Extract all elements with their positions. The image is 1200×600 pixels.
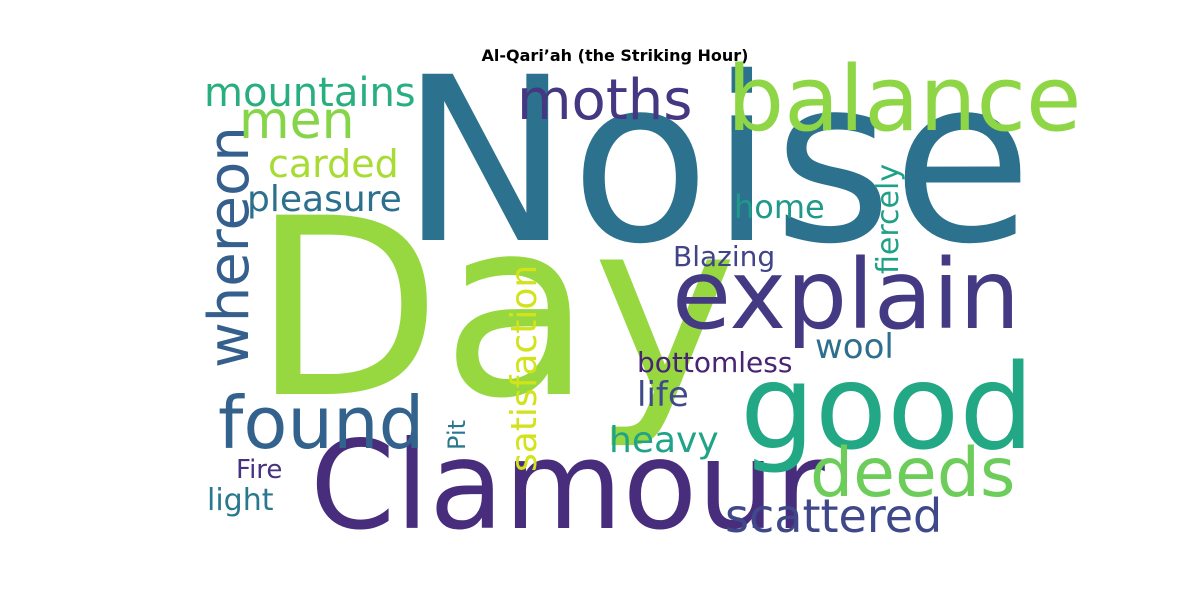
- word-carded: carded: [268, 142, 399, 186]
- word-clamour: Clamour: [310, 415, 826, 557]
- word-wool: wool: [815, 327, 894, 367]
- word-satisfaction: satisfaction: [504, 265, 545, 472]
- word-pleasure: pleasure: [247, 179, 402, 220]
- word-fire: Fire: [236, 455, 282, 485]
- word-heavy: heavy: [609, 420, 719, 461]
- word-explain: explain: [672, 239, 1020, 351]
- word-deeds: deeds: [810, 434, 1015, 513]
- word-pit: Pit: [443, 420, 471, 450]
- word-noise: Noise: [400, 28, 1032, 294]
- word-light: light: [207, 483, 274, 518]
- word-found: found: [218, 381, 424, 465]
- word-scattered: scattered: [725, 489, 942, 543]
- chart-title: Al-Qari’ah (the Striking Hour): [481, 46, 749, 65]
- word-moths: moths: [517, 68, 692, 133]
- word-good: good: [740, 338, 1034, 476]
- word-life: life: [637, 375, 689, 415]
- word-mountains: mountains: [204, 70, 416, 116]
- word-day: Day: [252, 167, 738, 453]
- word-fiercely: fiercely: [871, 164, 906, 274]
- word-blazing: Blazing: [673, 240, 775, 273]
- word-whereon: whereon: [197, 126, 262, 368]
- word-bottomless: bottomless: [637, 346, 792, 379]
- word-men: men: [239, 91, 355, 151]
- word-home: home: [734, 188, 825, 226]
